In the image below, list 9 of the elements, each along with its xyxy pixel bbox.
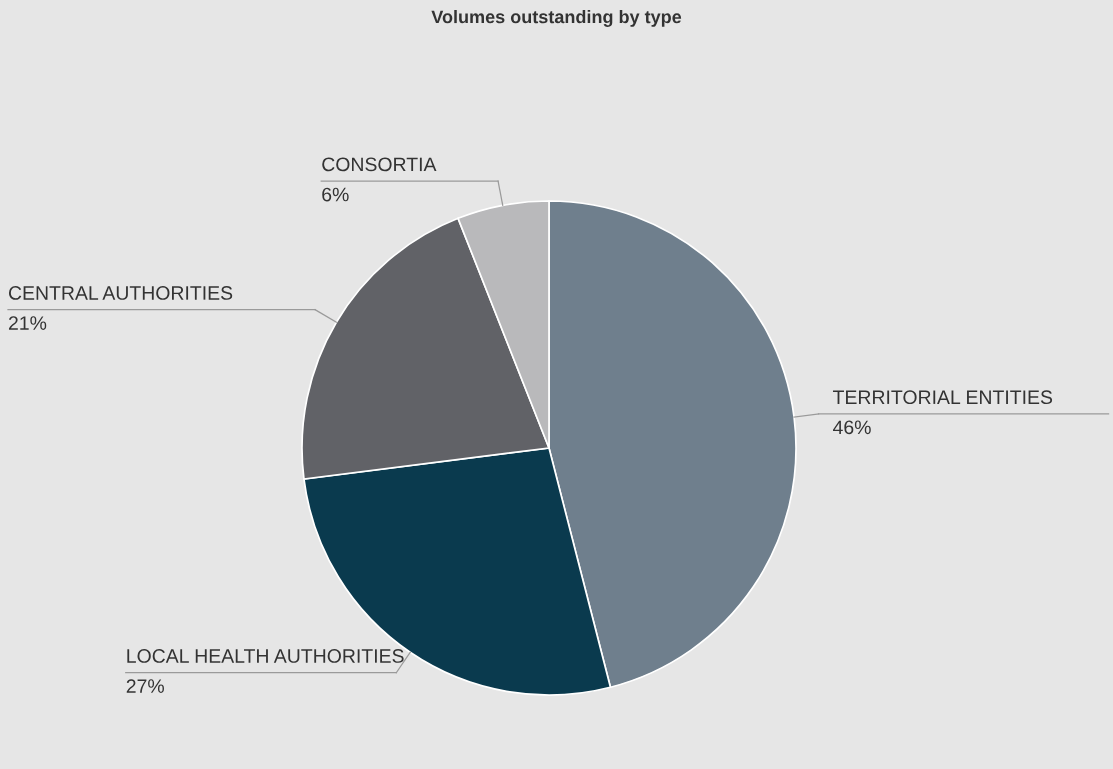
slice-label: CENTRAL AUTHORITIES <box>8 286 233 300</box>
chart-title: Volumes outstanding by type <box>431 10 682 27</box>
data-label: 6% <box>322 187 349 202</box>
slice-label: CONSORTIA <box>322 157 437 172</box>
slice-label: LOCAL HEALTH AUTHORITIES <box>127 649 404 663</box>
slice-label: TERRITORIAL ENTITIES <box>833 390 1053 405</box>
data-label: 46% <box>833 420 871 435</box>
data-label: 21% <box>8 316 47 330</box>
data-label: 27% <box>126 679 164 693</box>
